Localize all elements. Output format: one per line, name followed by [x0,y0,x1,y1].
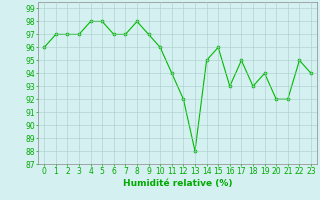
X-axis label: Humidité relative (%): Humidité relative (%) [123,179,232,188]
